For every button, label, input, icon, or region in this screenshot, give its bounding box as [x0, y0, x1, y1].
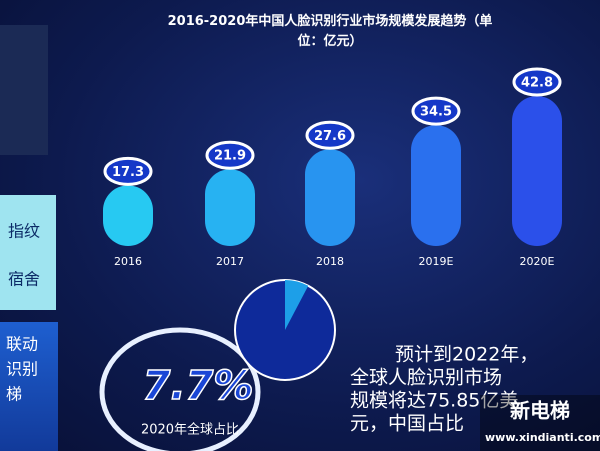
- value-label: 7.7%: [143, 363, 254, 409]
- side-image: [0, 25, 48, 155]
- side-panel: [0, 195, 56, 310]
- value-label: 21.9: [214, 149, 246, 164]
- watermark-bg: [480, 395, 600, 451]
- note-line: 规模将达75.85亿美: [350, 390, 518, 412]
- side-text: 识别: [6, 360, 38, 379]
- x-tick-label: 2016: [114, 255, 142, 268]
- value-label: 34.5: [420, 105, 452, 120]
- value-badge: [305, 120, 355, 150]
- pie-slice: [285, 279, 309, 330]
- value-label: 17.3: [112, 165, 144, 180]
- side-text: 联动: [6, 335, 38, 354]
- x-tick-label: 2018: [316, 255, 344, 268]
- ring: [99, 327, 261, 451]
- note-line: 全球人脸识别市场: [350, 367, 502, 389]
- side-text: 梯: [6, 385, 22, 404]
- value-badge: [411, 96, 461, 126]
- note-line: 元，中国占比: [350, 413, 464, 435]
- pie-title: 2020年全球占比: [141, 422, 239, 438]
- x-tick-label: 2020E: [520, 255, 555, 268]
- side-text: 指纹: [8, 222, 40, 241]
- watermark-url: www.xindianti.com: [485, 431, 600, 444]
- value-badge: [205, 140, 255, 170]
- bar: [411, 125, 461, 246]
- bar: [512, 96, 562, 246]
- note-line: 预计到2022年，: [395, 344, 538, 366]
- side-text: 宿舍: [8, 270, 40, 289]
- side-panel: [0, 322, 58, 451]
- value-badge: [512, 67, 562, 97]
- value-badge: [103, 156, 153, 186]
- bar: [205, 169, 255, 246]
- value-label: 42.8: [521, 76, 553, 91]
- watermark-brand: 新电梯: [510, 399, 570, 423]
- bar: [103, 185, 153, 246]
- value-label: 27.6: [314, 129, 346, 144]
- bar: [305, 149, 355, 246]
- chart-title: 2016-2020年中国人脸识别行业市场规模发展趋势（单位：亿元）: [167, 14, 493, 49]
- x-tick-label: 2019E: [419, 255, 454, 268]
- x-tick-label: 2017: [216, 255, 244, 268]
